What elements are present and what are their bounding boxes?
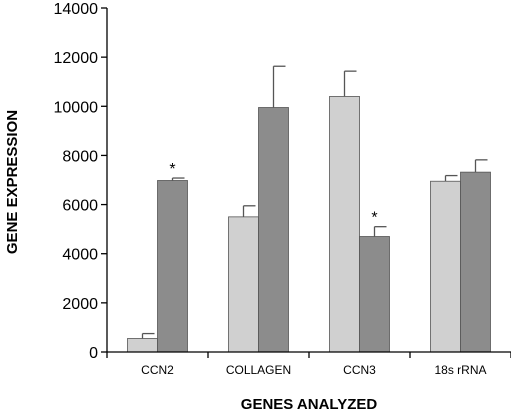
bar (258, 107, 289, 353)
error-bars (141, 65, 488, 339)
y-tick-label: 14000 (54, 1, 99, 18)
bar (359, 236, 390, 353)
significance-marker: * (371, 210, 377, 227)
bar (127, 338, 158, 353)
significance-marker: * (169, 161, 175, 178)
category-label: COLLAGEN (226, 363, 291, 377)
y-axis-ticks: 0 2000 4000 6000 8000 10000 12000 14000 (54, 1, 107, 362)
y-tick-label: 0 (89, 345, 98, 362)
category-labels: CCN2 COLLAGEN CCN3 18s rRNA (141, 363, 486, 377)
y-tick-label: 6000 (62, 198, 98, 215)
y-axis-title: GENE EXPRESSION (4, 110, 21, 254)
bar (157, 180, 188, 353)
x-axis-title: GENES ANALYZED (241, 396, 378, 413)
y-tick-label: 8000 (62, 148, 98, 165)
bars (127, 96, 491, 353)
bar (228, 216, 259, 353)
x-axis-ticks (106, 352, 511, 358)
y-tick-label: 12000 (54, 50, 99, 67)
annotations: ** (169, 161, 377, 227)
category-label: CCN2 (141, 363, 174, 377)
y-tick-label: 10000 (54, 99, 99, 116)
bar (430, 180, 461, 353)
y-tick-label: 4000 (62, 247, 98, 264)
category-label: CCN3 (343, 363, 376, 377)
bar (329, 96, 360, 353)
category-label: 18s rRNA (434, 363, 486, 377)
y-tick-label: 2000 (62, 296, 98, 313)
bar (460, 171, 491, 353)
